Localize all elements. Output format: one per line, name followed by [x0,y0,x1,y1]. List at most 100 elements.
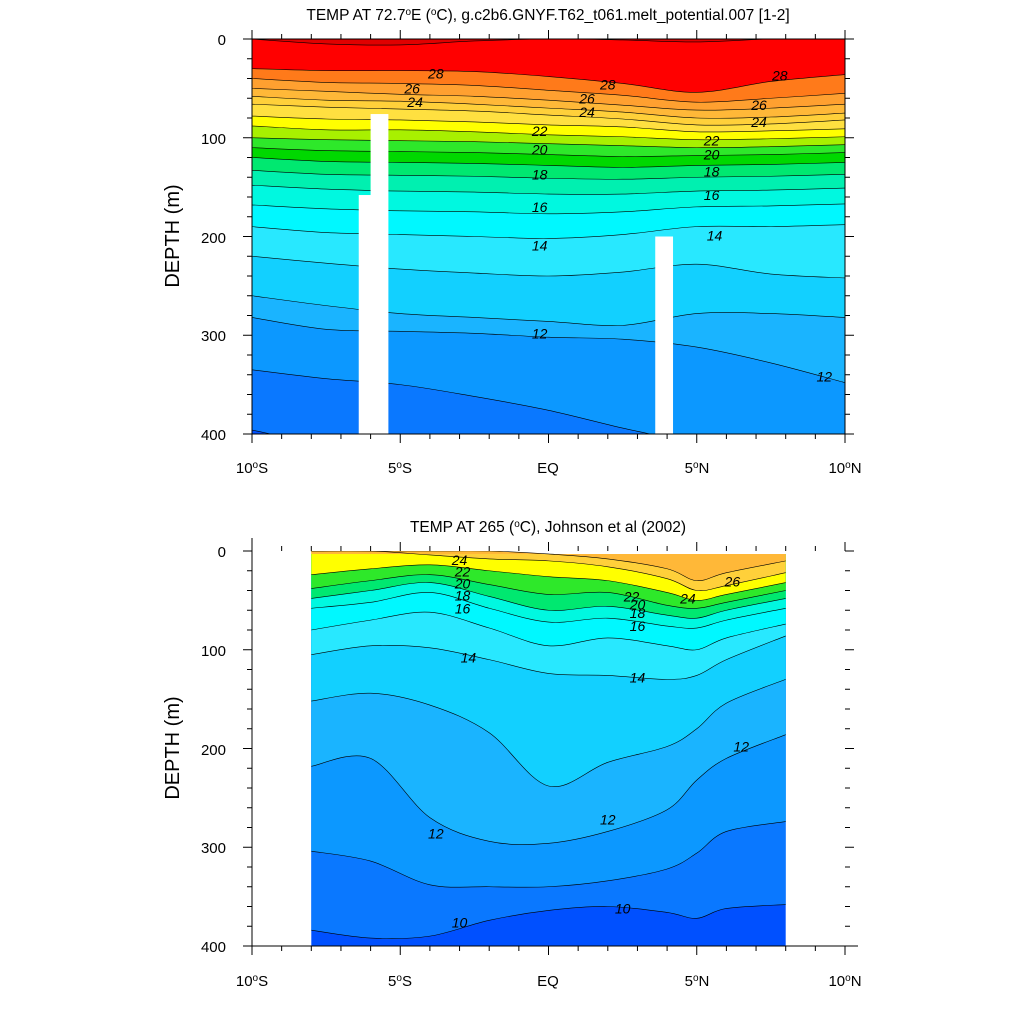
y-tick-label: 300 [201,840,226,857]
y-tick-labels: 0 100 200 300 400 [201,544,226,956]
isotherm-line [311,574,786,609]
isotherm-line [311,611,786,651]
isotherm-line [252,137,845,148]
isotherm-line [252,255,845,279]
isotherm-line [252,295,845,326]
isotherm-line [311,635,786,680]
x-tick-label: 10oS [236,973,268,991]
isotherm-line [252,157,845,168]
contour-bands [311,551,786,946]
x-tick-label: 5oS [388,460,412,478]
isotherm-line [311,551,786,592]
contour-label: 12 [600,812,616,828]
contour-label: 20 [629,596,646,612]
contour-label: 20 [454,576,471,592]
contour-label: 12 [532,325,548,341]
isotherm-line [252,203,845,215]
isotherm-line [252,68,845,93]
x-tick-label: 10oN [828,460,861,478]
contour-label: 22 [454,564,471,580]
isotherm-line [252,103,845,126]
panel-bottom: TEMP AT 265 (oC), Johnson et al (2002) D… [162,519,862,991]
contour-band-fill [311,551,786,581]
x-tick-label: 5oN [685,973,710,991]
isotherm-line [252,369,653,434]
contour-label: 26 [750,97,767,113]
missing-data-column [370,114,389,434]
y-axis-label: DEPTH (m) [162,184,184,287]
contour-band-fill [252,39,845,93]
contour-label: 14 [707,228,723,244]
contour-label: 22 [531,123,548,139]
isotherm-line [252,125,845,141]
isotherm-line [311,679,786,788]
y-tick-label: 400 [201,427,226,444]
contour-label: 22 [703,133,720,149]
isotherm-line [252,184,845,195]
contour-label: 18 [532,166,548,182]
isotherm-line [252,95,845,119]
isotherm-line [311,551,786,581]
isotherm-line [252,224,845,239]
isotherm-line [311,904,786,939]
contour-label: 24 [451,552,468,568]
contour-label: 12 [816,369,832,385]
y-tick-labels: 0 100 200 300 400 [201,32,226,444]
isotherm-line [252,147,845,157]
contour-label: 18 [630,605,646,621]
y-tick-label: 100 [201,131,226,148]
y-tick-label: 400 [201,939,226,956]
contour-bands [252,39,845,434]
contour-label: 20 [531,142,548,158]
contour-label: 16 [704,187,720,203]
contour-label: 28 [771,68,788,84]
isotherm-line [252,88,845,111]
x-tick-label: EQ [537,973,559,990]
contour-label: 24 [750,114,767,130]
contour-label: 12 [428,825,444,841]
missing-data-column [655,236,674,434]
plot-area [252,39,845,434]
contour-label: 18 [455,587,471,603]
contour-label: 26 [403,80,420,96]
contour-label: 16 [630,618,646,634]
axis-ticks [243,30,854,443]
y-axis-label: DEPTH (m) [162,696,184,799]
contour-label: 16 [455,600,471,616]
isotherm-line [252,170,845,180]
axis-spines [251,538,858,947]
plot-area [311,551,786,946]
contour-band-fill [252,39,845,46]
missing-data-columns [358,114,674,434]
panel-top: TEMP AT 72.7oE (oC), g.c2b6.GNYF.T62_t06… [162,7,862,478]
chart-title: TEMP AT 265 (oC), Johnson et al (2002) [410,519,686,537]
contour-lines [311,551,786,939]
x-tick-label: 10oS [236,460,268,478]
contour-label: 28 [599,76,616,92]
contour-labels: 2826242826242220181614122826242220181614… [403,66,832,385]
x-tick-labels: 10oS 5oS EQ 5oN 10oN [236,460,862,478]
contour-label: 16 [532,199,548,215]
contour-label: 26 [724,574,741,590]
contour-label: 24 [406,94,423,110]
x-tick-label: 5oS [388,973,412,991]
y-tick-label: 100 [201,643,226,660]
x-tick-label: 10oN [828,973,861,991]
chart-title: TEMP AT 72.7oE (oC), g.c2b6.GNYF.T62_t06… [306,7,789,25]
isotherm-line [252,78,845,103]
x-tick-label: EQ [537,460,559,477]
isotherm-line [252,115,845,133]
isotherm-line [311,592,786,629]
isotherm-line [252,39,845,46]
axis-ticks [243,542,854,955]
contour-lines [252,39,845,434]
y-tick-label: 0 [218,544,226,561]
y-tick-label: 300 [201,328,226,345]
contour-label: 26 [578,90,595,106]
isotherm-line [252,317,845,383]
contour-label: 12 [733,739,749,755]
isotherm-line [311,734,786,845]
contour-label: 18 [704,163,720,179]
